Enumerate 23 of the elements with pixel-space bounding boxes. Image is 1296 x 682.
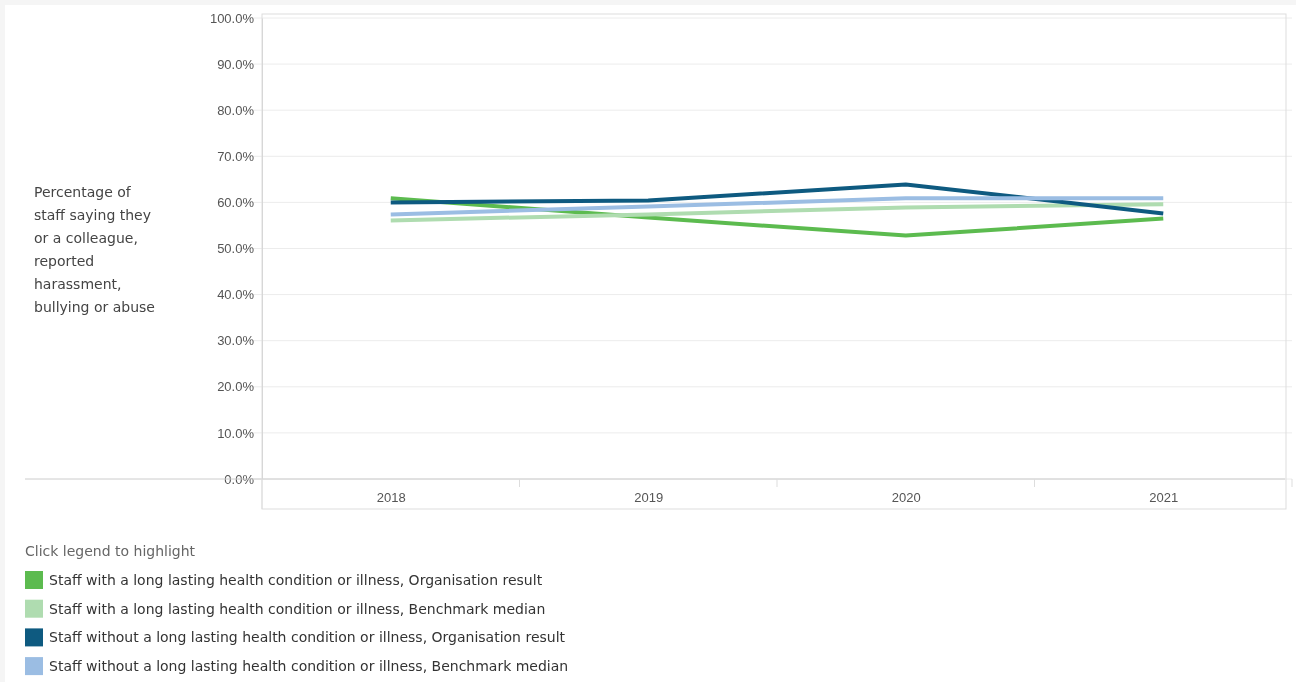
x-tick-label: 2021 bbox=[1149, 490, 1179, 506]
y-tick-label: 40.0% bbox=[217, 287, 255, 303]
line-series bbox=[388, 202, 1166, 223]
legend-title: Click legend to highlight bbox=[25, 543, 196, 559]
y-tick-label: 90.0% bbox=[217, 56, 255, 72]
y-axis-title: Percentage of staff saying they or a colleague, reported harassment, bullying or abuse bbox=[34, 184, 155, 315]
y-tick-label: 100.0% bbox=[209, 10, 255, 26]
y-tick-label: 20.0% bbox=[217, 379, 255, 395]
legend-label: Staff without a long lasting health condition or illness, Organisation result bbox=[49, 629, 566, 646]
legend-label: Staff without a long lasting health condition or illness, Benchmark median bbox=[49, 658, 569, 675]
x-tick-label: 2018 bbox=[376, 490, 406, 506]
y-tick-label: 0.0% bbox=[224, 471, 255, 487]
x-tick-label: 2019 bbox=[634, 490, 664, 506]
line-series bbox=[388, 182, 1166, 216]
legend-label: Staff with a long lasting health condition or illness, Organisation result bbox=[49, 572, 543, 588]
y-tick-label: 70.0% bbox=[217, 148, 255, 164]
legend-label: Staff with a long lasting health condition or illness, Benchmark median bbox=[49, 600, 546, 617]
y-tick-label: 10.0% bbox=[217, 425, 255, 441]
y-tick-label: 50.0% bbox=[217, 241, 255, 257]
x-tick-label: 2020 bbox=[891, 490, 921, 506]
y-tick-label: 80.0% bbox=[217, 102, 255, 118]
y-tick-label: 30.0% bbox=[217, 333, 255, 349]
y-tick-label: 60.0% bbox=[217, 195, 255, 211]
